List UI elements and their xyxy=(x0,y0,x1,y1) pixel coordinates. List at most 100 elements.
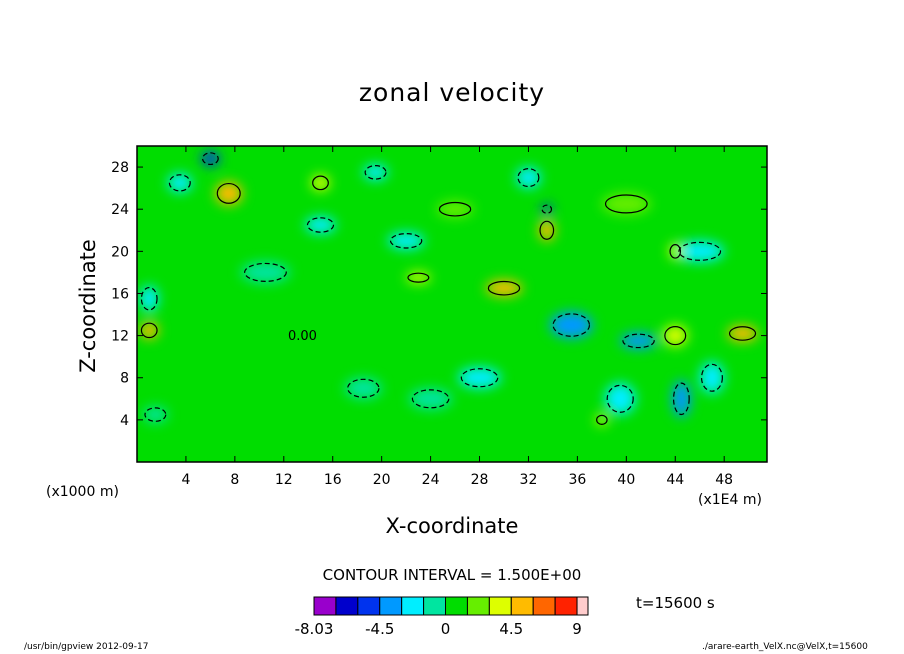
field-feature-12 xyxy=(541,204,553,214)
field-feature-26 xyxy=(601,193,651,215)
colorbar-tick-label-1: -4.5 xyxy=(365,620,394,638)
x-tick-label-9: 40 xyxy=(617,472,635,488)
plot-frame xyxy=(136,145,768,463)
contour-line-18 xyxy=(664,326,687,346)
field-feature-9 xyxy=(240,261,290,283)
contour-line-12 xyxy=(541,204,553,214)
footer-command: /usr/bin/gpview 2012-09-17 xyxy=(24,642,149,652)
contour-line-24 xyxy=(700,363,723,392)
y-tick-label-1: 8 xyxy=(120,371,129,387)
field-feature-3 xyxy=(311,174,330,191)
field-feature-10 xyxy=(485,280,523,297)
contour-line-16 xyxy=(678,241,722,261)
colorbar-swatch-6 xyxy=(445,596,468,616)
field-feature-15 xyxy=(620,332,657,349)
x-tick-label-8: 36 xyxy=(568,472,586,488)
field-feature-19 xyxy=(458,367,501,389)
colorbar-swatch-12 xyxy=(576,596,589,616)
contour-line-8 xyxy=(140,322,158,339)
x-tick-label-10: 44 xyxy=(666,472,684,488)
field-feature-16 xyxy=(675,240,725,262)
contour-line-17 xyxy=(728,326,757,341)
colorbar-swatch-5 xyxy=(423,596,447,616)
y-tick-label-5: 24 xyxy=(111,202,129,218)
x-tick-label-2: 12 xyxy=(275,472,293,488)
time-label: t=15600 s xyxy=(636,594,715,612)
field-feature-4 xyxy=(363,164,388,181)
colorbar-swatch-10 xyxy=(532,596,556,616)
field-feature-28 xyxy=(595,414,608,426)
colorbar-swatch-11 xyxy=(554,596,578,616)
colorbar-swatch-7 xyxy=(466,596,490,616)
field-feature-20 xyxy=(409,388,452,410)
field-feature-5 xyxy=(305,216,336,234)
field-feature-21 xyxy=(143,406,168,423)
field-feature-0 xyxy=(215,181,243,205)
field-feature-23 xyxy=(672,380,691,418)
colorbar-swatch-2 xyxy=(357,596,381,616)
colorbar-swatch-0 xyxy=(313,596,337,616)
field-feature-8 xyxy=(140,321,159,339)
colorbar-swatch-8 xyxy=(488,596,512,616)
y-axis-label: Z-coordinate xyxy=(76,239,100,373)
field-feature-30 xyxy=(344,377,382,399)
contour-line-10 xyxy=(487,280,521,296)
colorbar-swatch-3 xyxy=(379,596,403,616)
y-tick-label-0: 4 xyxy=(120,413,129,429)
x-tick-label-5: 24 xyxy=(422,472,440,488)
contour-line-13 xyxy=(517,168,540,188)
plot-background xyxy=(137,146,767,462)
field-feature-24 xyxy=(699,361,725,394)
contour-line-21 xyxy=(144,407,167,422)
field-feature-13 xyxy=(516,167,541,189)
contour-line-23 xyxy=(672,382,690,416)
contour-lines xyxy=(140,152,757,425)
x-tick-label-0: 4 xyxy=(181,472,190,488)
x-axis: 4 8 12 16 20 24 28 32 36 40 44 48 xyxy=(181,146,733,488)
field-feature-25 xyxy=(669,243,682,260)
y-tick-label-6: 28 xyxy=(111,160,129,176)
y-axis-unit: (x1000 m) xyxy=(46,484,119,500)
field-feature-27 xyxy=(436,201,474,218)
field-feature-29 xyxy=(406,272,431,283)
contour-line-29 xyxy=(407,272,430,283)
contour-line-27 xyxy=(438,201,472,217)
chart-title: zonal velocity xyxy=(358,78,546,107)
contour-line-2 xyxy=(168,174,191,192)
colorbar-tick-label-0: -8.03 xyxy=(295,620,334,638)
colorbar-tick-label-2: 0 xyxy=(441,620,451,638)
colorbar: -8.03 -4.5 0 4.5 9 xyxy=(295,596,589,638)
colorbar-swatch-9 xyxy=(510,596,534,616)
contour-line-15 xyxy=(622,333,655,349)
colorbar-tick-label-3: 4.5 xyxy=(499,620,523,638)
field-feature-22 xyxy=(604,383,636,415)
footer-source: ./arare-earth_VelX.nc@VelX,t=15600 xyxy=(702,642,868,652)
contour-line-20 xyxy=(411,389,450,409)
y-tick-label-4: 20 xyxy=(111,244,129,260)
contour-line-19 xyxy=(460,368,499,388)
x-axis-unit: (x1E4 m) xyxy=(698,492,762,508)
x-tick-label-11: 48 xyxy=(715,472,733,488)
field-feature-1 xyxy=(201,151,220,166)
field-feature-6 xyxy=(387,232,425,250)
x-tick-label-7: 32 xyxy=(520,472,538,488)
y-tick-label-2: 12 xyxy=(111,329,129,345)
x-tick-label-6: 28 xyxy=(471,472,489,488)
contour-line-30 xyxy=(347,378,380,398)
contour-line-22 xyxy=(606,384,634,413)
colorbar-swatch-4 xyxy=(401,596,425,616)
field-feature-11 xyxy=(538,219,555,241)
field-feature-18 xyxy=(663,325,688,347)
contour-line-25 xyxy=(669,244,682,259)
colorbar-tick-label-4: 9 xyxy=(572,620,582,638)
x-tick-label-1: 8 xyxy=(230,472,239,488)
contour-line-11 xyxy=(539,220,555,240)
contour-line-4 xyxy=(364,165,387,180)
contour-line-0 xyxy=(216,182,241,204)
contour-interval-label: CONTOUR INTERVAL = 1.500E+00 xyxy=(322,566,582,584)
field-feature-7 xyxy=(140,285,159,312)
contour-line-26 xyxy=(604,194,648,214)
contour-line-28 xyxy=(596,414,608,425)
field-features xyxy=(140,151,758,426)
